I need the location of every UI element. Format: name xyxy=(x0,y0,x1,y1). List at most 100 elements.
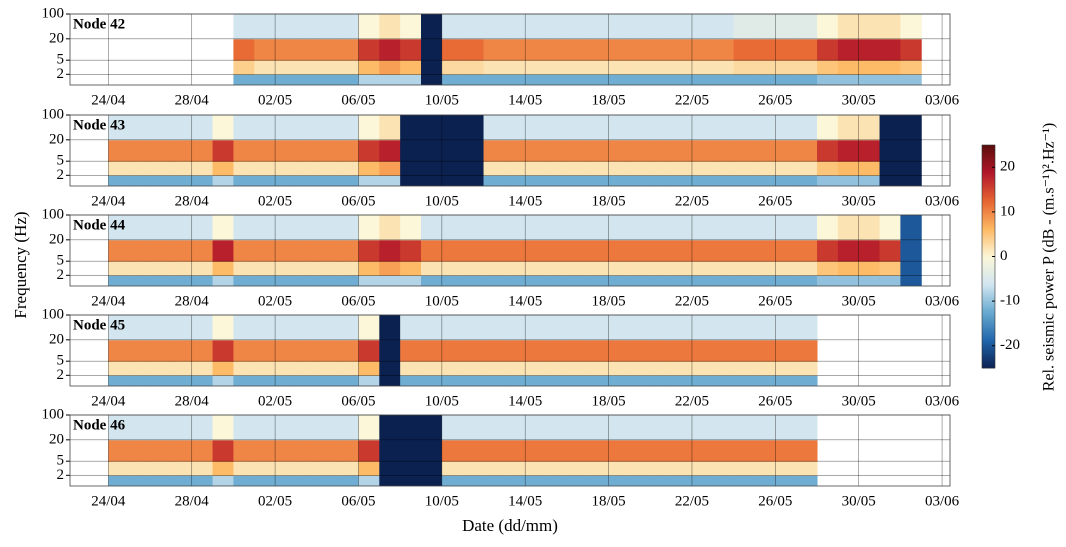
heat-cell xyxy=(108,361,130,376)
heat-cell xyxy=(587,275,610,286)
y-tick-label: 5 xyxy=(57,253,65,269)
heat-cell xyxy=(587,139,610,162)
heat-cell xyxy=(504,215,526,241)
y-tick-label: 5 xyxy=(57,453,65,469)
heat-cell xyxy=(504,275,526,286)
heat-cell xyxy=(150,339,172,362)
heat-cell xyxy=(671,60,693,75)
y-axis-label: Frequency (Hz) xyxy=(11,211,30,318)
heat-cell xyxy=(462,475,485,486)
heat-cell xyxy=(358,461,380,476)
heat-cell xyxy=(212,275,234,286)
heat-cell xyxy=(379,161,401,176)
heat-cell xyxy=(691,60,714,75)
y-tick-label: 20 xyxy=(49,331,64,347)
heat-cell xyxy=(629,439,651,462)
heat-cell xyxy=(400,74,422,85)
heat-cell xyxy=(629,14,651,40)
cells xyxy=(233,14,922,85)
heat-cell xyxy=(316,175,339,186)
heat-cell xyxy=(254,139,276,162)
heat-cell xyxy=(837,239,860,262)
heat-cell xyxy=(337,60,359,75)
heat-cell xyxy=(879,74,901,85)
heat-cell xyxy=(796,339,818,362)
y-tick-label: 20 xyxy=(49,231,64,247)
heat-cell xyxy=(608,275,630,286)
x-tick-label: 28/04 xyxy=(175,193,210,209)
heat-cell xyxy=(671,38,693,61)
heat-cell xyxy=(150,361,172,376)
heat-cell xyxy=(400,215,422,241)
heat-cell xyxy=(129,461,151,476)
heat-cell xyxy=(108,161,130,176)
heat-cell xyxy=(441,175,464,186)
heat-cell xyxy=(504,461,526,476)
heat-cell xyxy=(150,261,172,276)
heat-cell xyxy=(420,361,443,376)
colorbar-swatch xyxy=(982,171,995,175)
colorbar-swatch xyxy=(982,196,995,199)
x-tick-label: 10/05 xyxy=(425,92,459,108)
x-tick-label: 06/05 xyxy=(341,293,375,309)
heat-cell xyxy=(462,115,485,141)
heat-cell xyxy=(566,261,589,276)
colorbar-swatch xyxy=(982,185,995,188)
heat-cell xyxy=(775,60,797,75)
heat-cell xyxy=(650,339,672,362)
heat-cell xyxy=(650,14,672,40)
colorbar-swatch xyxy=(982,180,995,184)
x-tick-label: 22/05 xyxy=(675,293,709,309)
heat-cell xyxy=(295,475,318,486)
heat-cell xyxy=(691,14,714,40)
colorbar-swatch xyxy=(982,162,995,166)
heat-cell xyxy=(796,461,818,476)
heat-cell xyxy=(837,115,860,141)
heat-cell xyxy=(775,261,797,276)
x-tick-label: 10/05 xyxy=(425,193,459,209)
heat-cell xyxy=(233,14,255,40)
heat-cell xyxy=(650,215,672,241)
heat-cell xyxy=(233,74,255,85)
heat-cell xyxy=(858,175,881,186)
x-tick-label: 03/06 xyxy=(925,193,960,209)
heat-cell xyxy=(796,415,818,441)
colorbar-label: Rel. seismic power P (dB - (m.s⁻¹)².Hz⁻¹… xyxy=(1041,123,1058,391)
heat-cell xyxy=(275,175,297,186)
heat-cell xyxy=(441,461,464,476)
heat-cell xyxy=(754,275,776,286)
heat-cell xyxy=(108,315,130,341)
heat-cell xyxy=(254,339,276,362)
heat-cell xyxy=(129,161,151,176)
heat-cell xyxy=(379,60,401,75)
x-tick-label: 26/05 xyxy=(758,193,792,209)
heat-cell xyxy=(129,361,151,376)
heat-cell xyxy=(691,475,714,486)
panel-frame xyxy=(69,314,951,387)
heat-cell xyxy=(150,315,172,341)
heat-cell xyxy=(879,239,901,262)
heat-cell xyxy=(566,375,589,386)
heat-cell xyxy=(817,275,839,286)
heat-cell xyxy=(212,315,234,341)
x-tick-label: 06/05 xyxy=(341,193,375,209)
heat-cell xyxy=(671,275,693,286)
colorbar-swatch xyxy=(982,231,995,235)
heat-cell xyxy=(796,115,818,141)
colorbar-swatch xyxy=(982,200,995,204)
heat-cell xyxy=(587,60,610,75)
heat-cell xyxy=(441,375,464,386)
heat-cell xyxy=(420,315,443,341)
colorbar-swatch xyxy=(982,267,995,271)
colorbar-swatch xyxy=(982,207,995,211)
heat-cell xyxy=(379,261,401,276)
colorbar-swatch xyxy=(982,359,995,362)
heat-cell xyxy=(712,375,735,386)
heat-cell xyxy=(900,60,922,75)
heat-cell xyxy=(566,315,589,341)
heat-cell xyxy=(879,60,901,75)
heat-cell xyxy=(420,439,443,462)
heat-cell xyxy=(525,315,547,341)
heat-cell xyxy=(441,139,464,162)
heat-cell xyxy=(608,161,630,176)
